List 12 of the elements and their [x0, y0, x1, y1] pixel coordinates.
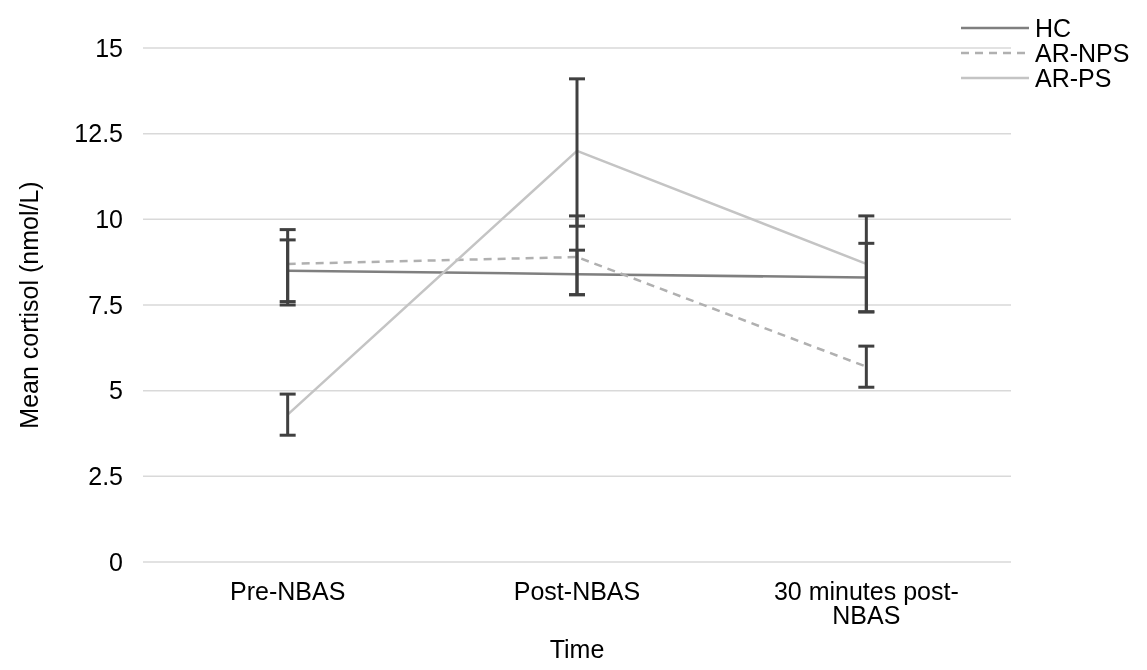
- x-tick-label: Post-NBAS: [513, 577, 641, 605]
- y-tick-label: 12.5: [74, 119, 123, 148]
- x-tick-label: 30 minutes post-NBAS: [773, 577, 959, 629]
- x-tick-label: Pre-NBAS: [230, 577, 346, 605]
- x-axis-title: Time: [549, 635, 605, 663]
- y-tick-label: 7.5: [88, 290, 123, 319]
- y-tick-label: 0: [109, 547, 123, 576]
- y-axis-title: Mean cortisol (nmol/L): [15, 181, 43, 429]
- y-tick-label: 10: [95, 205, 123, 234]
- y-tick-label: 5: [109, 376, 123, 405]
- y-tick-label: 2.5: [88, 462, 123, 491]
- y-tick-label: 15: [95, 33, 123, 62]
